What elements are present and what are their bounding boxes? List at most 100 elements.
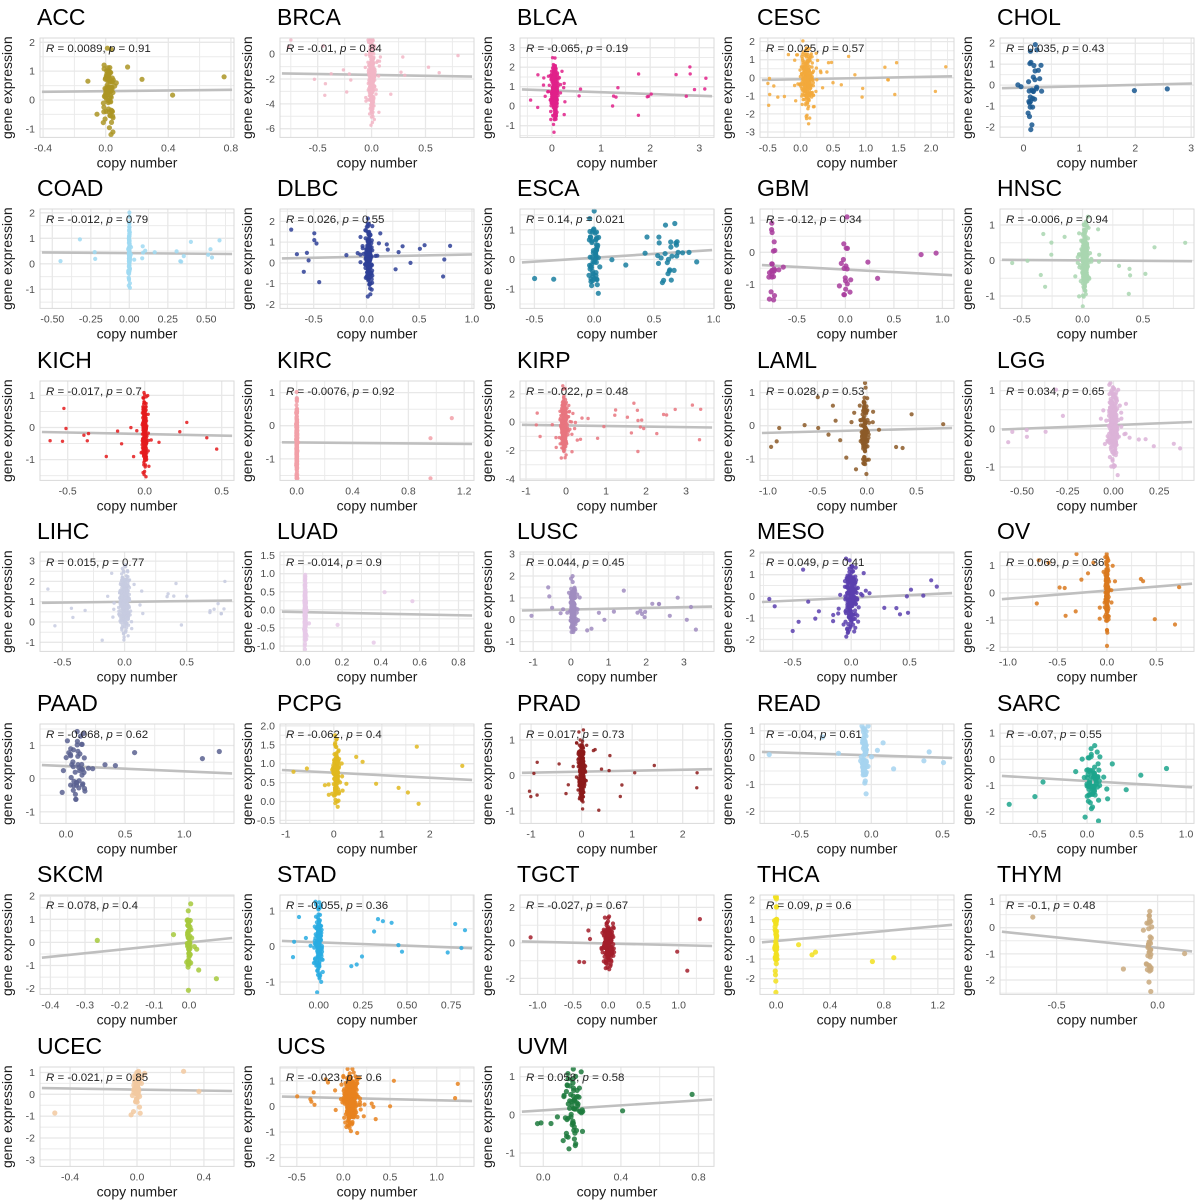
svg-text:LUAD: LUAD bbox=[277, 518, 338, 544]
svg-text:BLCA: BLCA bbox=[517, 4, 578, 30]
svg-text:-1: -1 bbox=[266, 454, 275, 465]
svg-text:copy number: copy number bbox=[817, 669, 898, 685]
svg-text:R = 0.14, p = 0.021: R = 0.14, p = 0.021 bbox=[526, 214, 624, 226]
svg-text:R = 0.0089, p = 0.91: R = 0.0089, p = 0.91 bbox=[46, 43, 151, 55]
svg-text:2: 2 bbox=[749, 549, 755, 560]
svg-text:copy number: copy number bbox=[577, 326, 658, 342]
svg-text:1: 1 bbox=[509, 226, 515, 237]
svg-text:0: 0 bbox=[269, 421, 275, 432]
svg-text:0: 0 bbox=[989, 256, 995, 267]
svg-text:KIRC: KIRC bbox=[277, 347, 332, 373]
svg-text:gene expression: gene expression bbox=[0, 379, 15, 482]
svg-text:-0.5: -0.5 bbox=[788, 315, 806, 326]
svg-text:-1: -1 bbox=[506, 637, 515, 648]
svg-text:2: 2 bbox=[749, 37, 755, 48]
svg-text:0: 0 bbox=[29, 423, 35, 434]
svg-text:LGG: LGG bbox=[997, 347, 1046, 373]
svg-text:copy number: copy number bbox=[337, 669, 418, 685]
svg-text:1: 1 bbox=[29, 391, 35, 402]
svg-text:0: 0 bbox=[749, 592, 755, 603]
svg-text:copy number: copy number bbox=[97, 154, 178, 170]
svg-text:gene expression: gene expression bbox=[960, 208, 975, 311]
svg-text:-1: -1 bbox=[986, 462, 995, 473]
svg-text:0: 0 bbox=[549, 143, 555, 154]
svg-text:0: 0 bbox=[29, 618, 35, 629]
svg-text:0.5: 0.5 bbox=[412, 315, 427, 326]
svg-text:gene expression: gene expression bbox=[480, 208, 495, 311]
svg-text:0.0: 0.0 bbox=[98, 143, 113, 154]
svg-text:R = 0.026, p = 0.55: R = 0.026, p = 0.55 bbox=[286, 214, 384, 226]
svg-text:0.0: 0.0 bbox=[838, 315, 853, 326]
svg-text:-1.0: -1.0 bbox=[257, 642, 275, 653]
svg-text:2: 2 bbox=[29, 577, 35, 588]
svg-text:copy number: copy number bbox=[97, 326, 178, 342]
svg-text:gene expression: gene expression bbox=[720, 379, 735, 482]
svg-text:1.2: 1.2 bbox=[457, 486, 472, 497]
svg-text:R = 0.035, p = 0.43: R = 0.035, p = 0.43 bbox=[1006, 43, 1104, 55]
svg-text:-2: -2 bbox=[506, 446, 515, 457]
svg-text:R = -0.017, p = 0.7: R = -0.017, p = 0.7 bbox=[46, 386, 142, 398]
svg-text:2: 2 bbox=[509, 389, 515, 400]
svg-text:-1: -1 bbox=[746, 91, 755, 102]
svg-text:copy number: copy number bbox=[97, 497, 178, 513]
svg-text:-2: -2 bbox=[266, 300, 275, 311]
svg-text:gene expression: gene expression bbox=[960, 36, 975, 139]
svg-text:-0.50: -0.50 bbox=[1010, 486, 1034, 497]
svg-text:1: 1 bbox=[749, 55, 755, 66]
svg-text:0.0: 0.0 bbox=[1075, 315, 1090, 326]
svg-text:2.0: 2.0 bbox=[924, 143, 939, 154]
svg-text:R = -0.006, p = 0.94: R = -0.006, p = 0.94 bbox=[1006, 214, 1109, 226]
svg-text:GBM: GBM bbox=[757, 175, 809, 201]
svg-text:copy number: copy number bbox=[817, 497, 898, 513]
svg-text:0: 0 bbox=[749, 248, 755, 259]
svg-text:-0.5: -0.5 bbox=[525, 315, 543, 326]
svg-text:0: 0 bbox=[989, 424, 995, 435]
svg-text:-2: -2 bbox=[986, 122, 995, 133]
svg-text:gene expression: gene expression bbox=[480, 379, 495, 482]
svg-text:0.50: 0.50 bbox=[196, 315, 217, 326]
svg-text:2: 2 bbox=[29, 209, 35, 220]
svg-text:-0.25: -0.25 bbox=[1056, 486, 1080, 497]
svg-text:0: 0 bbox=[1021, 143, 1027, 154]
svg-text:-0.25: -0.25 bbox=[79, 315, 103, 326]
svg-text:0: 0 bbox=[563, 486, 569, 497]
svg-text:1: 1 bbox=[269, 388, 275, 399]
svg-text:3: 3 bbox=[696, 143, 702, 154]
svg-text:R = -0.022, p = 0.48: R = -0.022, p = 0.48 bbox=[526, 386, 628, 398]
svg-text:-1: -1 bbox=[746, 614, 755, 625]
svg-text:0.0: 0.0 bbox=[117, 658, 132, 669]
svg-text:gene expression: gene expression bbox=[480, 551, 495, 654]
svg-text:gene expression: gene expression bbox=[720, 36, 735, 139]
svg-text:1: 1 bbox=[1076, 143, 1082, 154]
svg-text:0.5: 0.5 bbox=[909, 486, 924, 497]
svg-text:2: 2 bbox=[509, 63, 515, 74]
svg-text:-1: -1 bbox=[986, 101, 995, 112]
svg-text:0: 0 bbox=[269, 259, 275, 270]
svg-text:-4: -4 bbox=[506, 474, 515, 485]
svg-text:-1: -1 bbox=[26, 285, 35, 296]
svg-text:1: 1 bbox=[989, 60, 995, 71]
svg-text:3: 3 bbox=[29, 557, 35, 568]
svg-text:0.5: 0.5 bbox=[418, 143, 433, 154]
svg-text:-0.5: -0.5 bbox=[309, 143, 327, 154]
svg-text:1.5: 1.5 bbox=[260, 551, 275, 562]
svg-text:CESC: CESC bbox=[757, 4, 821, 30]
svg-text:KIRP: KIRP bbox=[517, 347, 571, 373]
svg-text:copy number: copy number bbox=[337, 154, 418, 170]
svg-text:0.25: 0.25 bbox=[158, 315, 179, 326]
svg-text:gene expression: gene expression bbox=[0, 208, 15, 311]
svg-text:-0.5: -0.5 bbox=[53, 658, 71, 669]
svg-text:0.5: 0.5 bbox=[179, 658, 194, 669]
svg-text:1.0: 1.0 bbox=[935, 315, 950, 326]
svg-text:0.0: 0.0 bbox=[260, 606, 275, 617]
svg-text:-1: -1 bbox=[506, 121, 515, 132]
svg-text:1.0: 1.0 bbox=[707, 315, 720, 326]
svg-text:copy number: copy number bbox=[817, 326, 898, 342]
svg-text:1: 1 bbox=[749, 216, 755, 227]
svg-text:0.4: 0.4 bbox=[345, 486, 360, 497]
svg-text:0.0: 0.0 bbox=[296, 658, 311, 669]
svg-text:3: 3 bbox=[509, 43, 515, 54]
svg-text:R = 0.044, p = 0.45: R = 0.044, p = 0.45 bbox=[526, 557, 624, 569]
svg-text:1: 1 bbox=[509, 82, 515, 93]
svg-text:gene expression: gene expression bbox=[240, 208, 255, 311]
